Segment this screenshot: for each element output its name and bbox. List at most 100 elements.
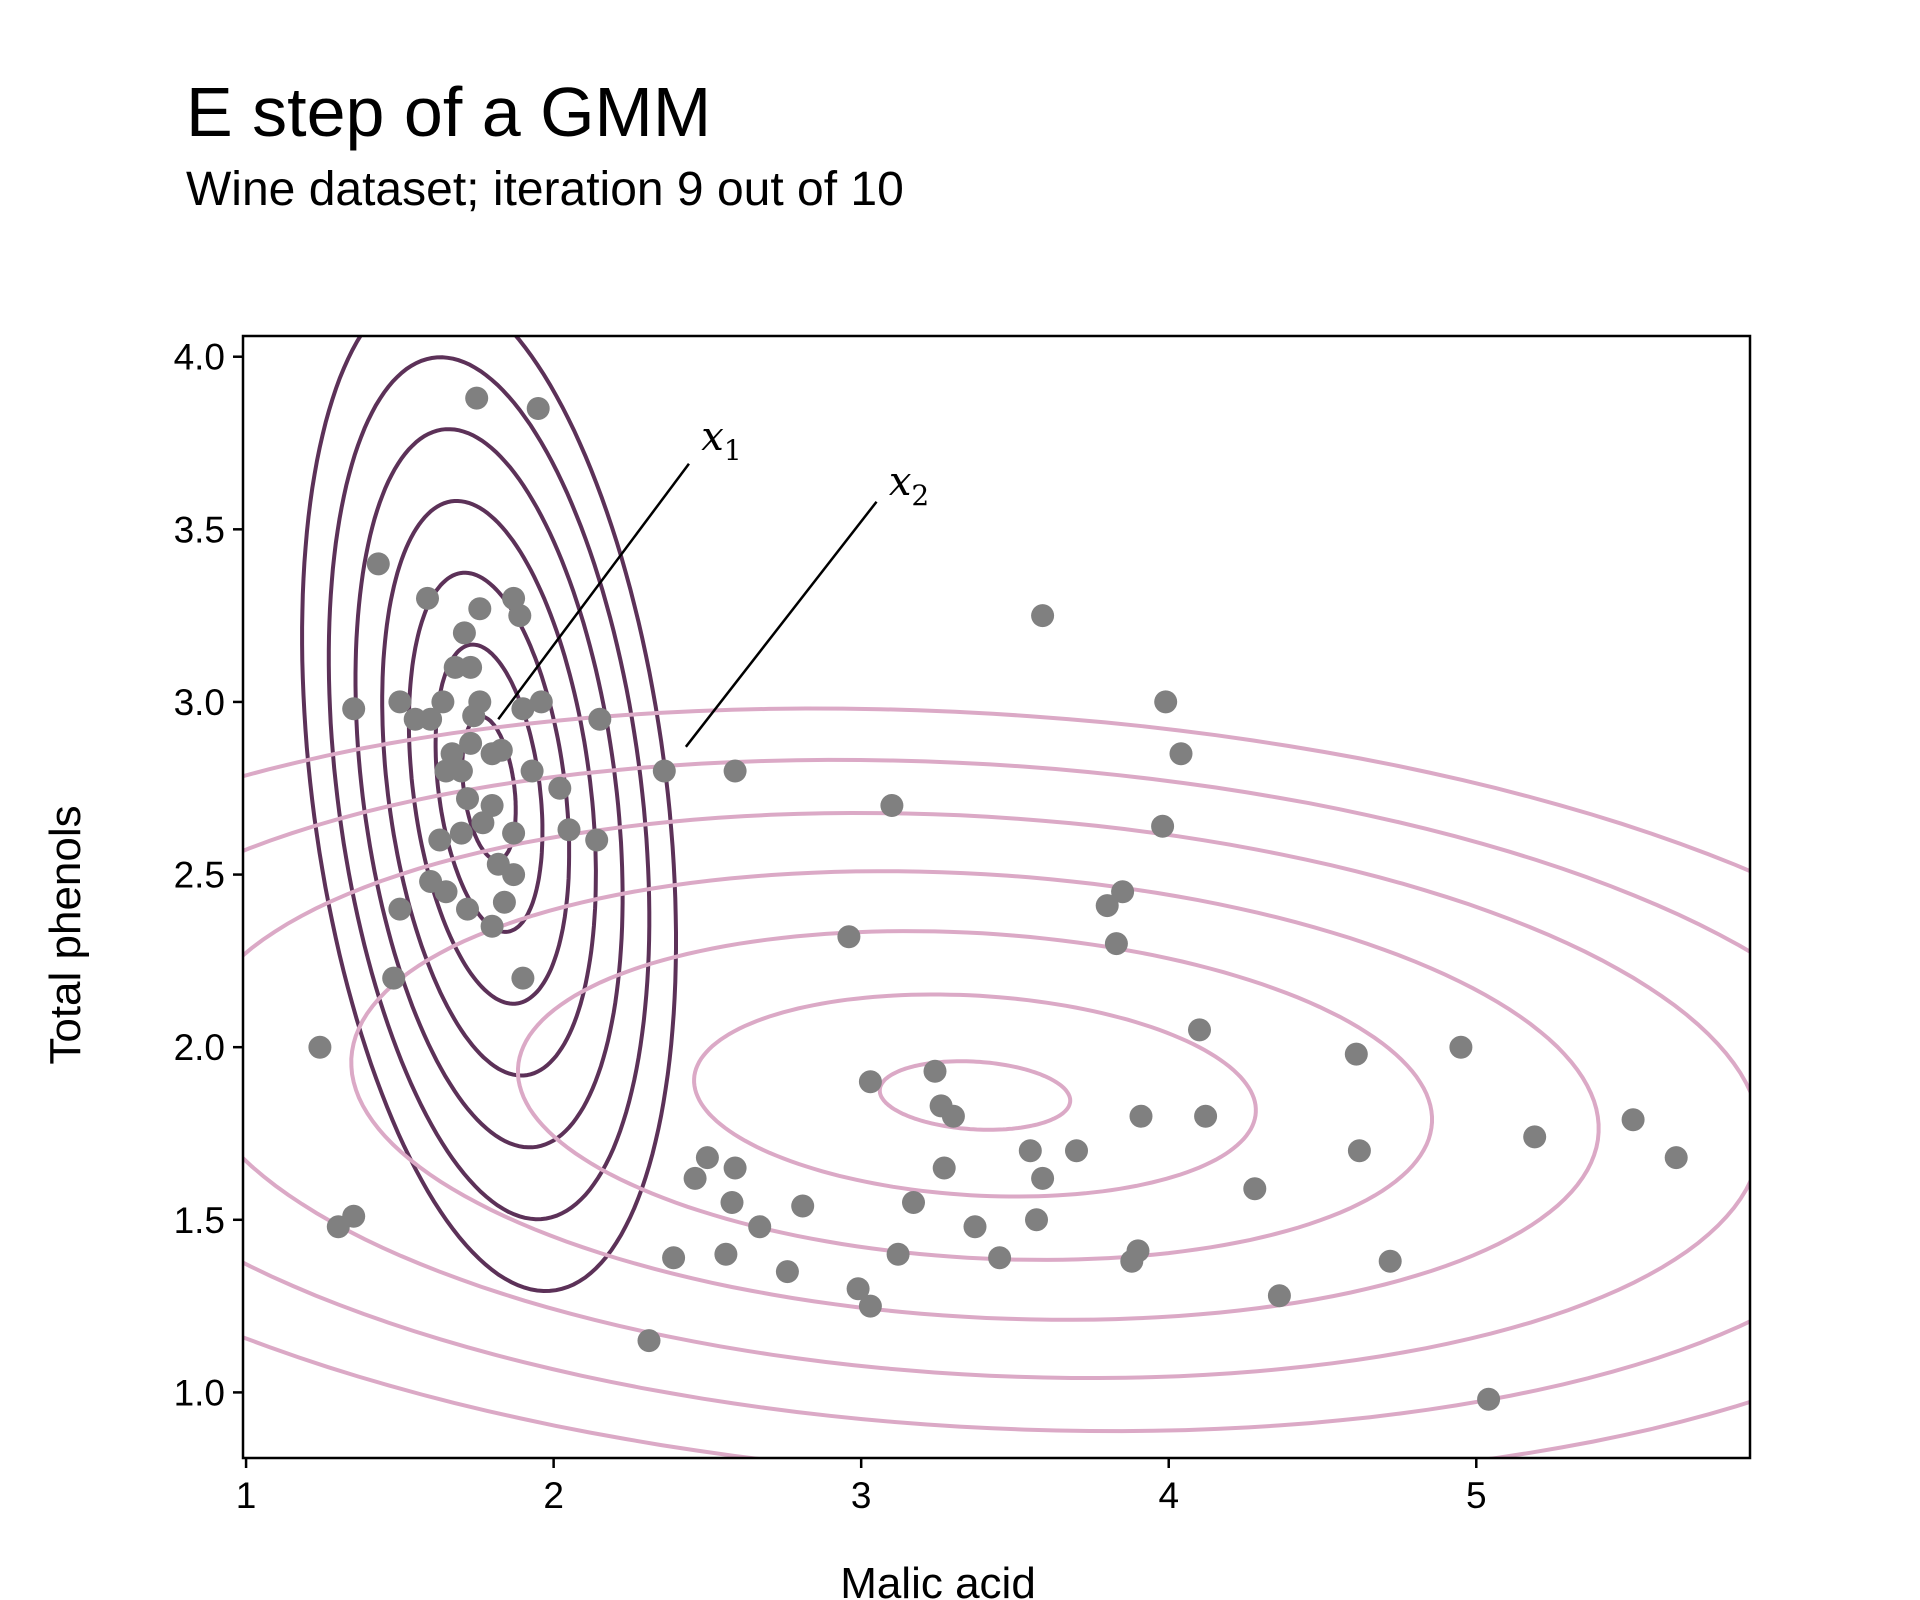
data-point — [923, 1059, 947, 1083]
data-point — [941, 1104, 965, 1128]
annotation-layer: x1 x2 — [497, 414, 929, 748]
annotation-label-2: x2 — [889, 459, 929, 512]
data-point — [502, 863, 526, 887]
x-axis-label: Malic acid — [840, 1559, 1036, 1600]
data-point — [431, 690, 455, 714]
data-point — [1477, 1387, 1501, 1411]
data-point — [388, 690, 412, 714]
data-point — [308, 1035, 332, 1059]
data-point — [489, 738, 513, 762]
data-point — [1065, 1139, 1088, 1163]
data-point — [846, 1277, 870, 1301]
plot-frame — [241, 334, 1752, 1460]
annotation-label-1: x1 — [701, 414, 741, 467]
contour-2-level-2 — [692, 992, 1258, 1199]
data-point — [465, 386, 489, 410]
x-tick-label: 3 — [851, 1475, 872, 1516]
data-point — [723, 759, 747, 783]
data-point — [858, 1294, 882, 1318]
data-point — [1095, 894, 1119, 918]
data-point — [1378, 1249, 1402, 1273]
data-point — [837, 925, 861, 949]
data-point — [1031, 604, 1055, 628]
data-point — [1243, 1177, 1267, 1201]
annotation-line-2 — [684, 500, 878, 748]
data-point — [452, 621, 476, 645]
x-tick-label: 4 — [1158, 1475, 1179, 1516]
y-tick-label: 3.0 — [174, 682, 225, 723]
data-point — [695, 1146, 719, 1170]
data-point — [1025, 1208, 1048, 1232]
contour-2-level-6 — [243, 757, 1750, 1434]
data-point — [428, 828, 452, 852]
data-point — [902, 1191, 925, 1214]
data-point — [1344, 1042, 1368, 1066]
data-point — [471, 811, 495, 835]
data-point — [1129, 1104, 1153, 1128]
annotation-line-1 — [497, 462, 690, 720]
data-point — [557, 818, 581, 842]
data-point — [723, 1156, 747, 1180]
data-point — [1523, 1125, 1547, 1149]
data-point — [1664, 1146, 1688, 1170]
contour-1-level-6 — [326, 355, 652, 1222]
data-point — [502, 821, 526, 845]
data-point — [662, 1246, 686, 1270]
data-point — [1104, 932, 1128, 956]
contour-1-level-3 — [406, 570, 572, 1006]
data-point — [548, 776, 572, 800]
data-point — [449, 821, 473, 845]
data-point — [880, 794, 904, 817]
data-point — [459, 731, 483, 755]
data-point — [886, 1242, 910, 1266]
chart-subtitle: Wine dataset; iteration 9 out of 10 — [186, 163, 904, 216]
x-tick-label: 5 — [1466, 1475, 1487, 1516]
x-tick-label: 2 — [543, 1475, 564, 1516]
data-point — [714, 1242, 738, 1266]
data-point — [511, 697, 535, 721]
data-point — [791, 1194, 815, 1218]
data-point — [492, 890, 516, 914]
data-point — [1188, 1018, 1211, 1042]
data-point — [388, 897, 412, 921]
data-point — [434, 880, 458, 904]
contour-2-level-5 — [243, 810, 1750, 1380]
y-tick-label: 1.0 — [174, 1372, 225, 1413]
y-tick-label: 1.5 — [174, 1200, 225, 1241]
x-axis-ticks: 1 2 3 4 5 — [236, 1458, 1487, 1516]
data-point — [775, 1260, 799, 1284]
data-point — [511, 966, 535, 990]
contour-2-level-1 — [877, 1059, 1073, 1132]
y-tick-label: 2.5 — [174, 855, 225, 896]
data-point — [1031, 1166, 1055, 1190]
y-axis-ticks: 1.0 1.5 2.0 2.5 3.0 3.5 4.0 — [174, 337, 243, 1413]
data-point — [449, 759, 473, 783]
contour-layer — [243, 336, 1750, 1458]
data-point — [963, 1215, 987, 1239]
contour-1-level-7 — [300, 336, 678, 1294]
contour-1-level-4 — [380, 499, 598, 1078]
data-point — [988, 1246, 1012, 1270]
data-point — [480, 914, 504, 938]
data-point — [480, 794, 504, 817]
data-point — [1449, 1035, 1473, 1059]
data-point — [1151, 814, 1175, 838]
y-axis-label: Total phenols — [41, 805, 90, 1064]
data-point — [1120, 1249, 1144, 1273]
data-point — [382, 966, 406, 990]
data-point — [1194, 1104, 1218, 1128]
data-point — [419, 707, 443, 731]
data-point — [932, 1156, 956, 1180]
data-point — [1621, 1108, 1645, 1132]
data-point — [720, 1191, 744, 1214]
data-point — [1111, 880, 1135, 904]
data-point — [440, 742, 464, 766]
data-point — [508, 604, 532, 628]
data-point — [858, 1070, 882, 1094]
y-tick-label: 4.0 — [174, 337, 225, 378]
data-point — [520, 759, 544, 783]
y-tick-label: 2.0 — [174, 1027, 225, 1068]
data-point — [1347, 1139, 1371, 1163]
data-point — [1154, 690, 1178, 714]
